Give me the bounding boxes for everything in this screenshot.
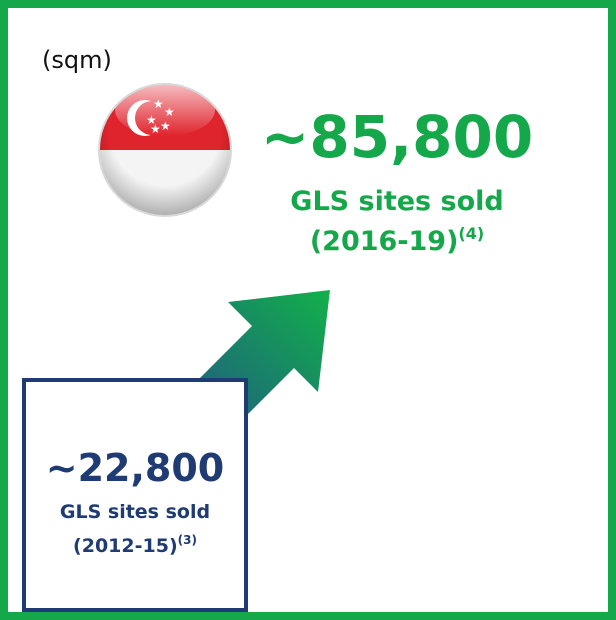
recent-label: GLS sites sold bbox=[290, 186, 503, 217]
earlier-value: ~22,800 bbox=[46, 446, 224, 490]
earlier-period: (2012-15)(3) bbox=[73, 533, 197, 557]
earlier-box bbox=[22, 378, 248, 612]
footnote: (4) bbox=[458, 224, 484, 243]
recent-period: (2016-19)(4) bbox=[310, 224, 484, 257]
unit-label: (sqm) bbox=[42, 46, 112, 74]
earlier-label: GLS sites sold bbox=[60, 501, 210, 523]
period: (2012-15) bbox=[73, 535, 178, 557]
footnote: (3) bbox=[178, 533, 197, 547]
period: (2016-19) bbox=[310, 226, 459, 257]
recent-value: ~85,800 bbox=[261, 103, 533, 171]
